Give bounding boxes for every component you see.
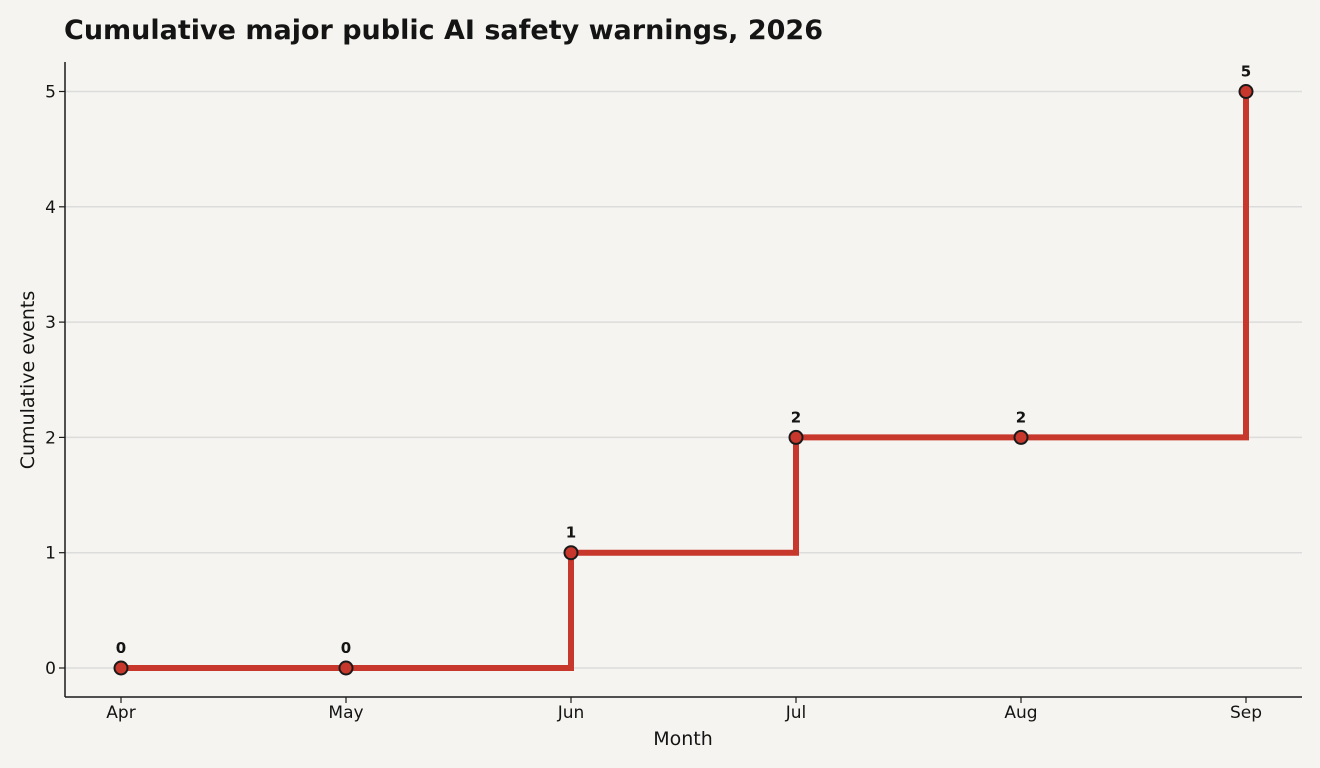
data-label-jul: 2 [791, 408, 801, 426]
y-tick-label-2: 2 [45, 428, 56, 448]
data-label-sep: 5 [1241, 63, 1251, 81]
tick-labels: 0 1 2 3 4 5 Apr May Jun Jul Aug Sep [45, 83, 1262, 724]
x-tick-label-may: May [328, 703, 363, 723]
y-tick-label-4: 4 [45, 198, 56, 218]
data-point-jul [788, 429, 804, 445]
data-label-aug: 2 [1016, 408, 1026, 426]
series-step-line [121, 91, 1249, 671]
y-tick-label-1: 1 [45, 544, 56, 564]
data-point-apr [113, 660, 129, 676]
grid-lines [65, 90, 1302, 669]
data-point-jun [563, 545, 579, 561]
data-point-may [338, 660, 354, 676]
x-tick-label-apr: Apr [106, 703, 135, 723]
x-tick-label-sep: Sep [1230, 703, 1262, 723]
chart-title: Cumulative major public AI safety warnin… [64, 15, 823, 46]
y-tick-label-3: 3 [45, 313, 56, 333]
y-tick-label-0: 0 [45, 659, 56, 679]
data-label-may: 0 [341, 639, 351, 657]
axes [59, 62, 1302, 703]
data-label-apr: 0 [116, 639, 126, 657]
x-tick-label-jul: Jul [785, 703, 807, 723]
x-tick-label-aug: Aug [1004, 703, 1037, 723]
data-point-aug [1013, 429, 1029, 445]
x-tick-label-jun: Jun [557, 703, 585, 723]
x-axis-label: Month [653, 728, 713, 750]
data-point-sep [1238, 84, 1254, 99]
y-axis-label: Cumulative events [17, 291, 39, 470]
y-tick-label-5: 5 [45, 83, 56, 103]
data-labels: 0 0 1 2 2 5 [116, 63, 1251, 658]
data-label-jun: 1 [566, 524, 576, 542]
series-layer [113, 84, 1254, 676]
